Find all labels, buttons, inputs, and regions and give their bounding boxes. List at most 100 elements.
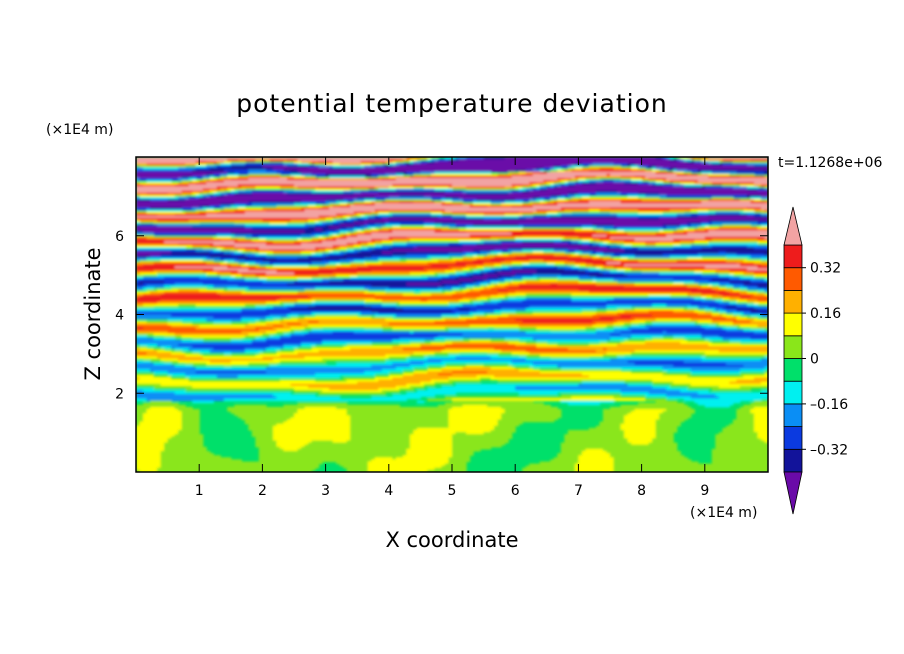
contour-cell [388, 375, 404, 379]
contour-cell [536, 339, 608, 343]
contour-cell [483, 264, 495, 267]
contour-cell [602, 241, 611, 244]
contour-cell [645, 243, 657, 246]
contour-cell [406, 453, 453, 456]
contour-cell [136, 293, 144, 297]
contour-cell [760, 224, 768, 227]
contour-cell [595, 322, 615, 326]
contour-cell [272, 325, 285, 328]
contour-cell [353, 228, 362, 232]
contour-cell [466, 291, 516, 295]
contour-cell [353, 203, 365, 206]
contour-cell [339, 222, 355, 225]
contour-cell [578, 192, 597, 196]
contour-cell [136, 436, 172, 439]
contour-cell [311, 238, 320, 242]
contour-cell [725, 425, 755, 429]
contour-cell [525, 171, 534, 175]
contour-cell [638, 182, 650, 185]
contour-cell [638, 259, 678, 263]
contour-cell [420, 171, 436, 175]
contour-cell [136, 423, 141, 427]
contour-cell [687, 157, 692, 160]
contour-cell [230, 205, 246, 208]
contour-cell [571, 293, 688, 297]
contour-cell [220, 163, 232, 166]
contour-cell [325, 238, 337, 242]
contour-cell [725, 310, 737, 313]
contour-cell [136, 463, 162, 467]
contour-cell [364, 262, 383, 265]
contour-cell [624, 434, 657, 437]
contour-cell [466, 188, 509, 192]
contour-cell [178, 409, 200, 412]
contour-cell [325, 236, 334, 240]
contour-cell [613, 180, 632, 183]
contour-cell [753, 423, 768, 427]
contour-cell [501, 308, 527, 311]
contour-cell [525, 217, 639, 221]
contour-cell [750, 255, 768, 259]
contour-cell [441, 276, 457, 280]
contour-cell [624, 243, 646, 246]
contour-cell [666, 331, 755, 334]
contour-cell [346, 249, 355, 253]
contour-cell [174, 194, 186, 198]
contour-cell [452, 398, 646, 402]
contour-cell [624, 415, 660, 418]
contour-cell [729, 276, 741, 280]
contour-cell [746, 304, 759, 307]
contour-cell [339, 232, 348, 236]
contour-cell [164, 280, 263, 284]
contour-cell [620, 314, 653, 318]
contour-cell [659, 217, 768, 221]
contour-cell [136, 427, 183, 431]
contour-cell [518, 224, 594, 227]
contour-cell [550, 209, 565, 213]
contour-cell [753, 417, 768, 421]
contour-cell [452, 201, 464, 204]
contour-cell [413, 201, 436, 204]
contour-cell [588, 165, 622, 169]
contour-cell [662, 331, 667, 334]
contour-cell [501, 276, 513, 280]
contour-cell [560, 274, 590, 278]
contour-cell [617, 228, 664, 232]
contour-cell [624, 249, 768, 253]
contour-cell [374, 314, 397, 318]
contour-cell [473, 201, 492, 204]
contour-cell [711, 182, 737, 185]
contour-cell [346, 467, 369, 471]
contour-cell [441, 314, 460, 318]
contour-cell [195, 194, 204, 198]
contour-cell [711, 312, 720, 316]
contour-cell [202, 194, 211, 198]
contour-cell [206, 213, 337, 217]
contour-cell [602, 413, 629, 416]
contour-cell [483, 301, 499, 305]
contour-cell [230, 274, 242, 278]
contour-cell [381, 178, 397, 181]
contour-cell [434, 320, 523, 324]
contour-cell [753, 293, 766, 297]
contour-cell [301, 341, 323, 345]
contour-cell [564, 440, 629, 444]
contour-cell [634, 283, 685, 286]
contour-cell [294, 188, 316, 192]
contour-cell [655, 419, 685, 423]
contour-cell [690, 157, 699, 160]
contour-cell [718, 251, 727, 255]
contour-cell [557, 196, 565, 200]
contour-cell [279, 360, 327, 364]
contour-cell [290, 220, 309, 223]
contour-cell [473, 249, 495, 253]
contour-cell [374, 203, 443, 206]
contour-cell [666, 388, 688, 391]
contour-cell [322, 278, 344, 282]
contour-cell [455, 222, 688, 225]
contour-cell [143, 276, 165, 280]
contour-cell [290, 173, 302, 177]
contour-cell [206, 362, 249, 366]
contour-cell [610, 236, 706, 240]
contour-cell [564, 182, 569, 185]
